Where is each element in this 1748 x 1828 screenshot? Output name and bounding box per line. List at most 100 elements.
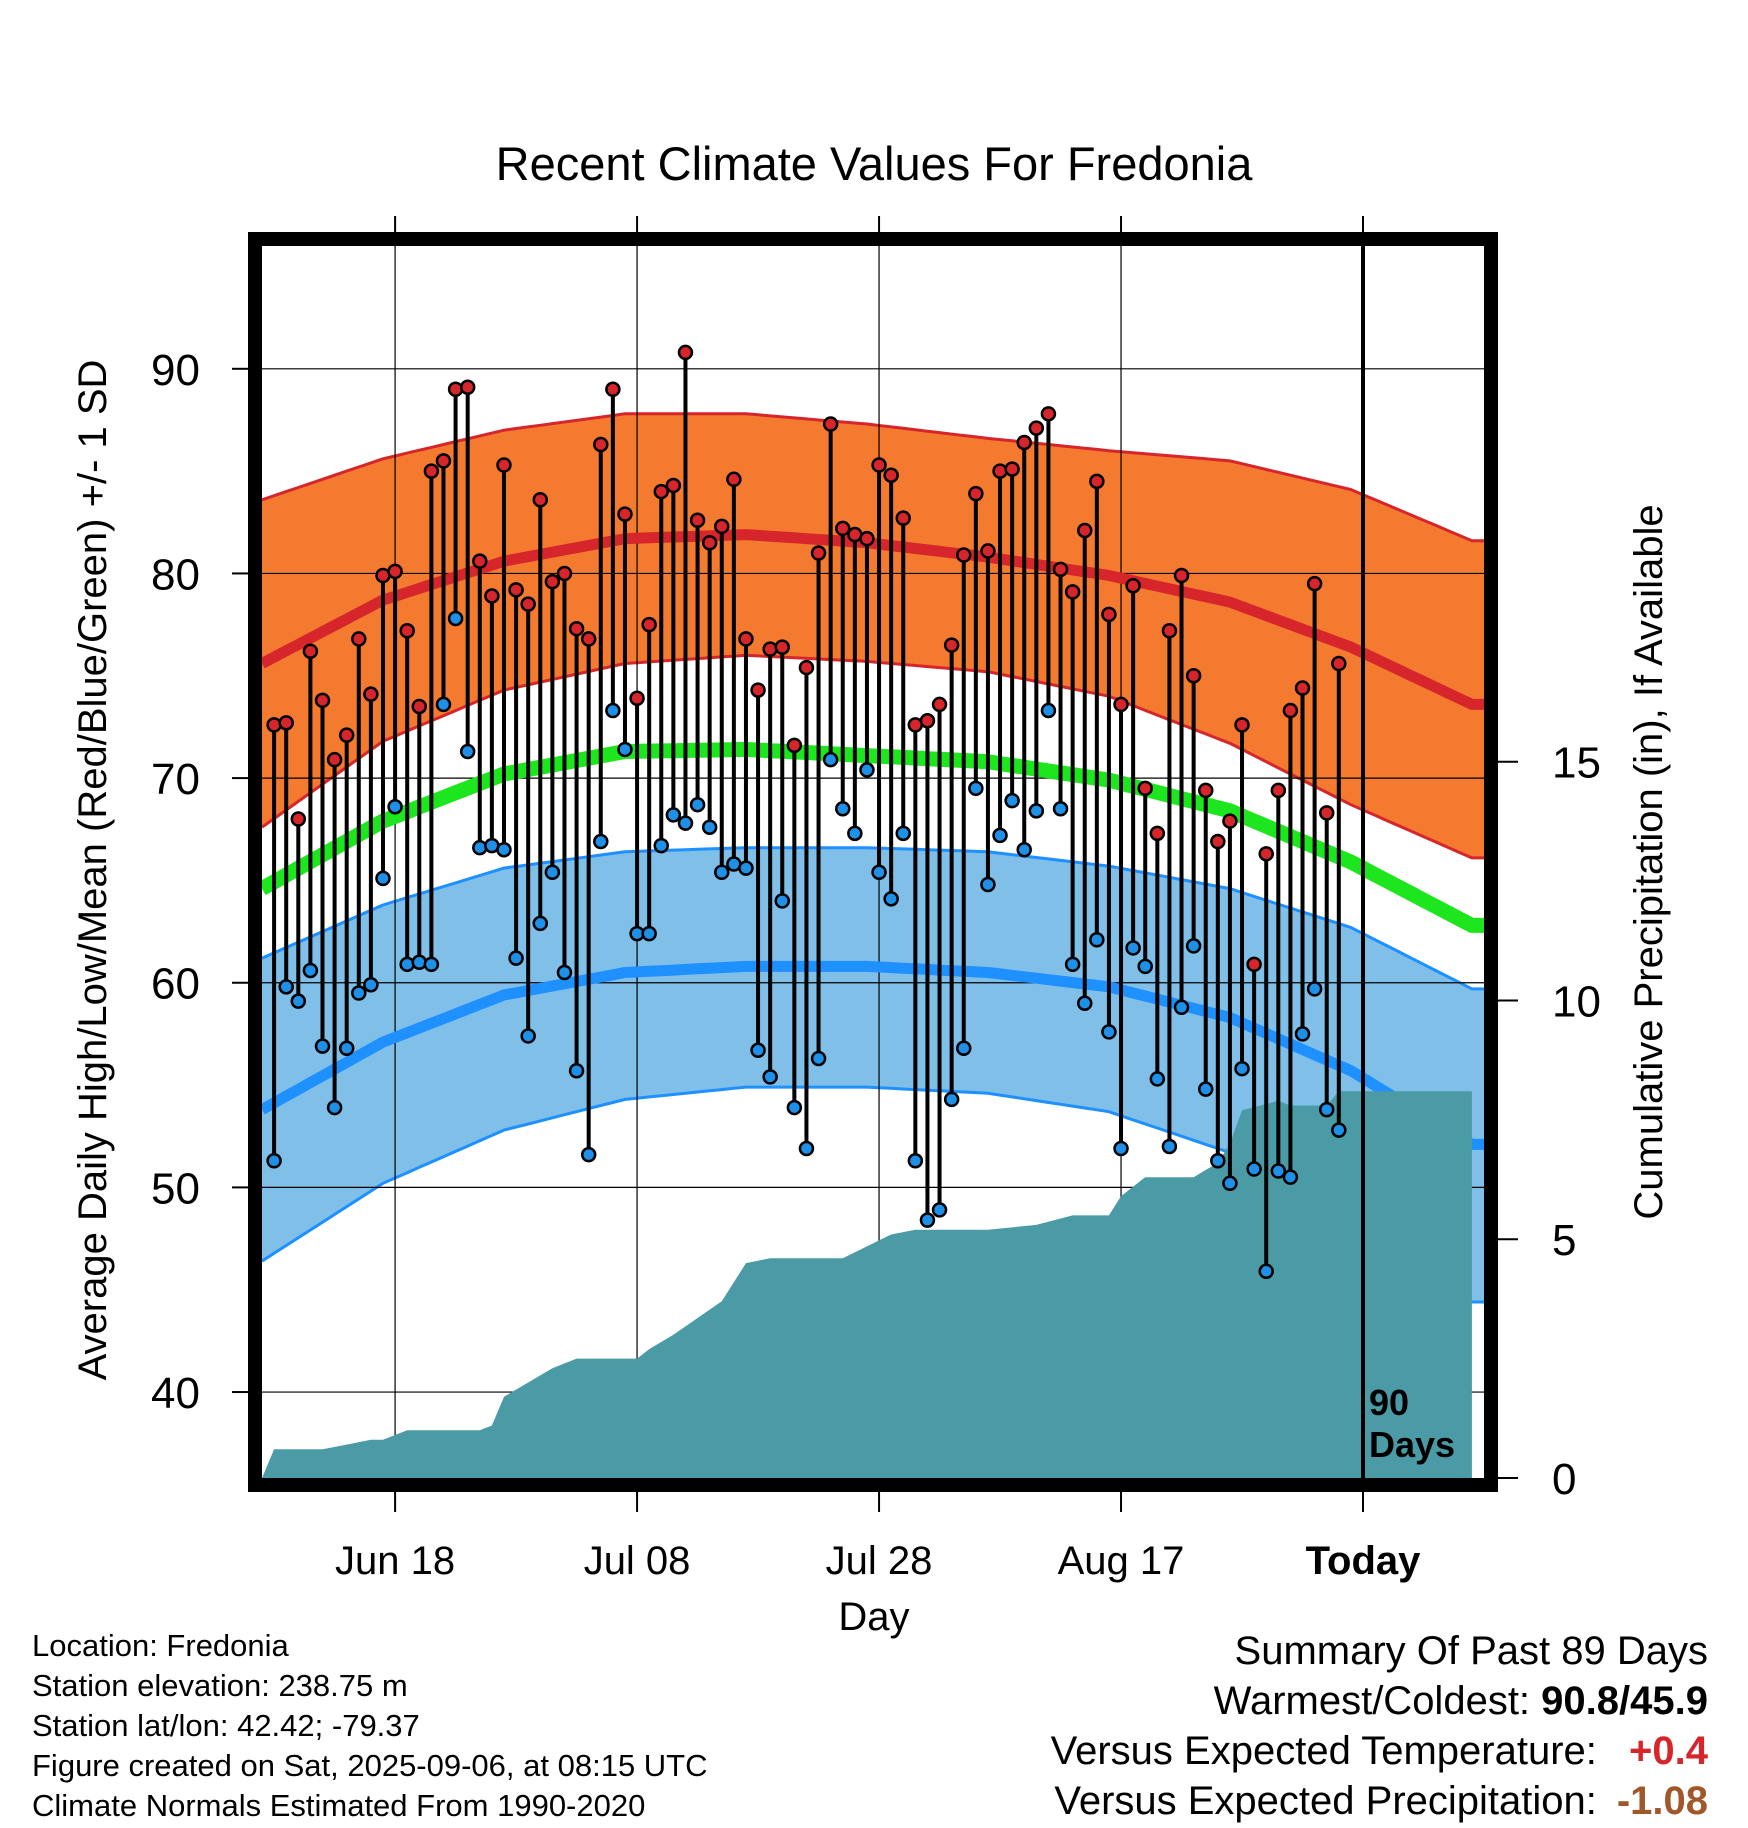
daily-high-point <box>1222 813 1238 829</box>
daily-low-point <box>1004 792 1020 809</box>
daily-high-point <box>278 715 294 731</box>
daily-low-point <box>411 954 428 971</box>
today-marker-line: Days <box>1369 1424 1455 1465</box>
daily-high-point <box>302 643 319 659</box>
daily-high-point <box>363 686 379 702</box>
daily-low-point <box>1331 1122 1347 1138</box>
daily-high-point <box>1185 668 1202 684</box>
daily-low-point <box>895 825 911 842</box>
daily-low-point <box>943 1091 960 1108</box>
daily-low-point <box>1258 1263 1274 1280</box>
y-tick-label: 50 <box>151 1164 200 1213</box>
daily-low-point <box>351 985 367 1001</box>
y-tick-label: 90 <box>151 346 200 395</box>
daily-high-point <box>1149 825 1166 842</box>
summary-temp: Versus Expected Temperature: +0.4 <box>1051 1726 1708 1776</box>
x-tick-label: Today <box>1306 1539 1422 1583</box>
daily-high-point <box>1040 406 1057 422</box>
daily-high-point <box>1016 434 1032 451</box>
daily-low-point <box>919 1212 936 1228</box>
daily-low-point <box>1294 1026 1311 1042</box>
daily-low-point <box>750 1042 766 1059</box>
daily-high-point <box>1282 702 1299 719</box>
daily-high-point <box>326 751 343 768</box>
daily-high-point <box>641 616 657 633</box>
daily-low-point <box>1125 940 1141 956</box>
daily-high-point <box>1089 473 1105 490</box>
daily-low-point <box>907 1153 924 1169</box>
daily-high-point <box>835 520 851 537</box>
daily-high-point <box>895 510 911 526</box>
daily-high-point <box>883 467 899 483</box>
daily-high-point <box>593 436 609 453</box>
daily-low-point <box>1064 956 1081 973</box>
daily-high-point <box>738 631 754 647</box>
daily-high-point <box>1004 461 1020 477</box>
x-tick-label: Aug 17 <box>1058 1539 1185 1583</box>
daily-low-point <box>580 1146 597 1163</box>
daily-high-point <box>774 639 791 655</box>
daily-low-point <box>447 610 464 627</box>
x-axis-label: Day <box>838 1595 909 1639</box>
daily-high-point <box>1306 575 1323 592</box>
x-tick-label: Jul 28 <box>826 1539 933 1583</box>
daily-high-point <box>701 534 718 551</box>
daily-high-point <box>726 471 742 488</box>
daily-high-point <box>955 547 972 563</box>
daily-low-point <box>1161 1138 1178 1155</box>
latlon-text: Station lat/lon: 42.42; -79.37 <box>32 1708 420 1743</box>
daily-high-point <box>459 379 476 395</box>
daily-high-point <box>1028 420 1045 436</box>
daily-high-point <box>568 620 585 637</box>
daily-high-point <box>1064 584 1081 600</box>
low-normal-band <box>262 847 1484 1302</box>
daily-low-point <box>762 1069 778 1085</box>
daily-high-point <box>617 506 633 522</box>
daily-high-point <box>786 737 803 754</box>
daily-low-point <box>980 876 996 893</box>
daily-high-point <box>1331 655 1347 672</box>
daily-low-point <box>1052 801 1069 817</box>
warm-cold-label: Warmest/Coldest: <box>1213 1679 1531 1723</box>
y2-tick-label: 0 <box>1552 1455 1576 1504</box>
daily-low-point <box>1210 1153 1226 1169</box>
summary-panel: Summary Of Past 89 Days Warmest/Coldest:… <box>1051 1626 1708 1826</box>
daily-high-point <box>1101 606 1117 623</box>
daily-low-point <box>363 977 379 993</box>
daily-low-point <box>1246 1161 1262 1177</box>
daily-high-point <box>1125 577 1141 594</box>
daily-low-point <box>1089 932 1105 948</box>
daily-low-point <box>738 860 754 876</box>
daily-low-point <box>931 1202 948 1218</box>
daily-low-point <box>532 915 549 932</box>
daily-high-point <box>714 518 730 535</box>
daily-high-point <box>1234 717 1250 733</box>
daily-high-point <box>689 512 706 528</box>
precipitation-area <box>262 1091 1472 1478</box>
daily-low-point <box>1306 981 1323 997</box>
daily-high-point <box>1197 782 1214 799</box>
daily-high-point <box>1270 782 1287 799</box>
high-normal-band <box>262 413 1484 858</box>
daily-high-point <box>931 696 948 713</box>
daily-high-point <box>1258 846 1274 862</box>
daily-high-point <box>387 563 403 580</box>
daily-low-point <box>1222 1175 1238 1192</box>
daily-low-point <box>641 925 657 942</box>
daily-low-point <box>593 833 609 850</box>
daily-low-point <box>568 1062 585 1079</box>
daily-low-point <box>508 950 524 966</box>
daily-low-point <box>278 979 294 995</box>
daily-low-point <box>786 1099 803 1116</box>
daily-low-point <box>302 962 319 979</box>
daily-high-point <box>1161 622 1178 639</box>
today-marker-line: 90 <box>1369 1382 1409 1423</box>
daily-low-point <box>1149 1071 1166 1087</box>
y2-tick-label: 15 <box>1552 739 1601 788</box>
daily-low-point <box>1282 1169 1299 1185</box>
daily-low-point <box>472 839 488 856</box>
chart-title: Recent Climate Values For Fredonia <box>496 137 1254 190</box>
daily-high-point <box>665 477 682 494</box>
daily-high-point <box>508 582 524 598</box>
